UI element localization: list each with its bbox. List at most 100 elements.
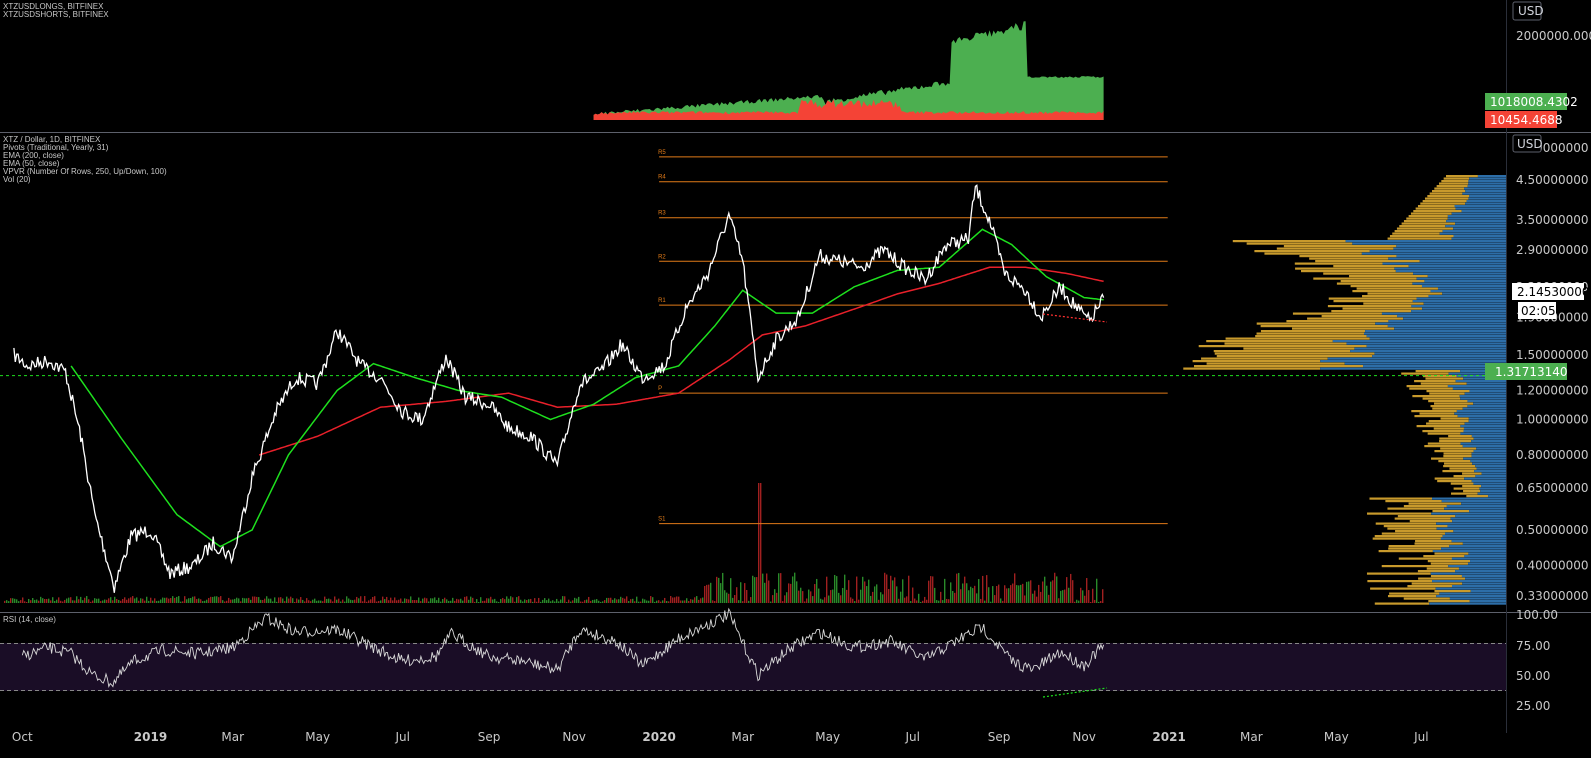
top-currency-button[interactable] xyxy=(1512,1,1542,21)
vpvr-row-down xyxy=(1426,422,1465,425)
volume-bar xyxy=(98,598,100,603)
volume-bar xyxy=(462,600,464,603)
rsi-divergence-line[interactable] xyxy=(1042,687,1108,698)
volume-bar xyxy=(594,599,596,603)
volume-bar xyxy=(270,598,272,603)
volume-bar xyxy=(380,600,382,603)
volume-bar xyxy=(534,598,536,603)
volume-bar xyxy=(842,587,844,603)
vpvr-row-down xyxy=(1336,282,1413,285)
vpvr-row-down xyxy=(1414,415,1458,418)
vpvr-row-up xyxy=(1366,335,1506,338)
rsi-tick-75: 75.00 xyxy=(1516,639,1550,653)
vpvr-row-down xyxy=(1433,427,1464,430)
vpvr-row-down xyxy=(1428,600,1470,603)
vpvr-row-down xyxy=(1243,347,1355,350)
volume-bar xyxy=(240,601,242,603)
vpvr-row-up xyxy=(1469,195,1506,198)
vpvr-row-up xyxy=(1432,497,1506,500)
vpvr-row-up xyxy=(1458,567,1506,570)
volume-bar xyxy=(276,601,278,603)
volume-bar xyxy=(1030,580,1032,603)
vpvr-row-up xyxy=(1381,312,1506,315)
vpvr-row-down xyxy=(1426,390,1470,393)
vpvr-row-down xyxy=(1440,447,1477,450)
vpvr-row-up xyxy=(1412,282,1506,285)
volume-bar xyxy=(154,598,156,603)
volume-bar xyxy=(1068,587,1070,603)
volume-bar xyxy=(746,589,748,603)
vpvr-row-down xyxy=(1434,552,1469,555)
volume-bar xyxy=(636,596,638,603)
time-tick: May xyxy=(815,730,840,744)
volume-bar xyxy=(500,599,502,603)
volume-bar xyxy=(538,597,540,603)
volume-bar xyxy=(818,588,820,603)
vpvr-row-down xyxy=(1366,572,1431,575)
vpvr-row-down xyxy=(1434,450,1474,453)
vpvr-row-up xyxy=(1473,482,1506,485)
volume-bar xyxy=(1048,594,1050,603)
vpvr-row-up xyxy=(1468,197,1506,200)
volume-bar xyxy=(1008,588,1010,603)
volume-bar xyxy=(846,589,848,603)
vpvr-row-up xyxy=(1332,340,1506,343)
price-axis[interactable]: 5.500000004.500000003.500000002.90000000… xyxy=(1516,141,1589,603)
vpvr-row-up xyxy=(1463,377,1506,380)
time-tick: 2019 xyxy=(134,730,167,744)
volume-bar xyxy=(266,596,268,603)
volume-bar xyxy=(94,598,96,603)
vpvr-row-down xyxy=(1429,192,1463,195)
volume-bar xyxy=(1040,591,1042,603)
volume-bar xyxy=(382,596,384,603)
volume-bar xyxy=(434,597,436,603)
volume-bar xyxy=(568,599,570,603)
time-tick: 2020 xyxy=(642,730,675,744)
volume-bar xyxy=(46,598,48,603)
volume-bar xyxy=(868,579,870,603)
vpvr-row-up xyxy=(1424,280,1506,283)
volume-bar xyxy=(970,586,972,603)
vpvr-row-up xyxy=(1430,572,1506,575)
volume-bar xyxy=(854,601,856,603)
volume-bar xyxy=(544,598,546,603)
vpvr-row-up xyxy=(1388,257,1506,260)
price-divergence-line[interactable] xyxy=(1042,313,1108,323)
vpvr-row-down xyxy=(1315,260,1420,263)
volume-bar xyxy=(540,601,542,603)
volume-bar xyxy=(316,600,318,603)
vpvr-row-down xyxy=(1420,382,1467,385)
vpvr-row-down xyxy=(1214,352,1375,355)
vpvr-row-up xyxy=(1388,320,1506,323)
volume-bar xyxy=(96,598,98,603)
volume-bar xyxy=(366,601,368,603)
vpvr-row-down xyxy=(1443,177,1470,180)
volume-bar xyxy=(304,601,306,603)
volume-bar xyxy=(416,600,418,603)
vpvr-row-down xyxy=(1276,247,1394,250)
vpvr-row-up xyxy=(1468,417,1506,420)
time-tick: Sep xyxy=(478,730,501,744)
vpvr-row-up xyxy=(1481,485,1506,488)
vpvr-row-up xyxy=(1436,522,1506,525)
main-currency-button[interactable] xyxy=(1512,134,1542,153)
volume-bar xyxy=(834,574,836,603)
volume-bar xyxy=(440,601,442,603)
volume-bar xyxy=(756,577,758,603)
volume-bar xyxy=(202,601,204,603)
vpvr-row-up xyxy=(1439,232,1506,235)
volume-bar xyxy=(1018,585,1020,603)
vpvr-row-up xyxy=(1446,220,1506,223)
volume-bar xyxy=(1066,577,1068,603)
vpvr-row-down xyxy=(1418,577,1466,580)
vpvr-row-down xyxy=(1246,242,1353,245)
time-axis[interactable]: Oct 2019 Mar May Jul Sep Nov 2020 Mar May Jul Sep No… xyxy=(12,730,1429,744)
volume-bar xyxy=(582,601,584,603)
volume-bar xyxy=(168,598,170,603)
volume-bar xyxy=(570,601,572,603)
vpvr-row-down xyxy=(1387,237,1452,240)
volume-bar xyxy=(368,600,370,603)
volume-bar xyxy=(938,600,940,603)
vpvr-row-up xyxy=(1464,422,1506,425)
